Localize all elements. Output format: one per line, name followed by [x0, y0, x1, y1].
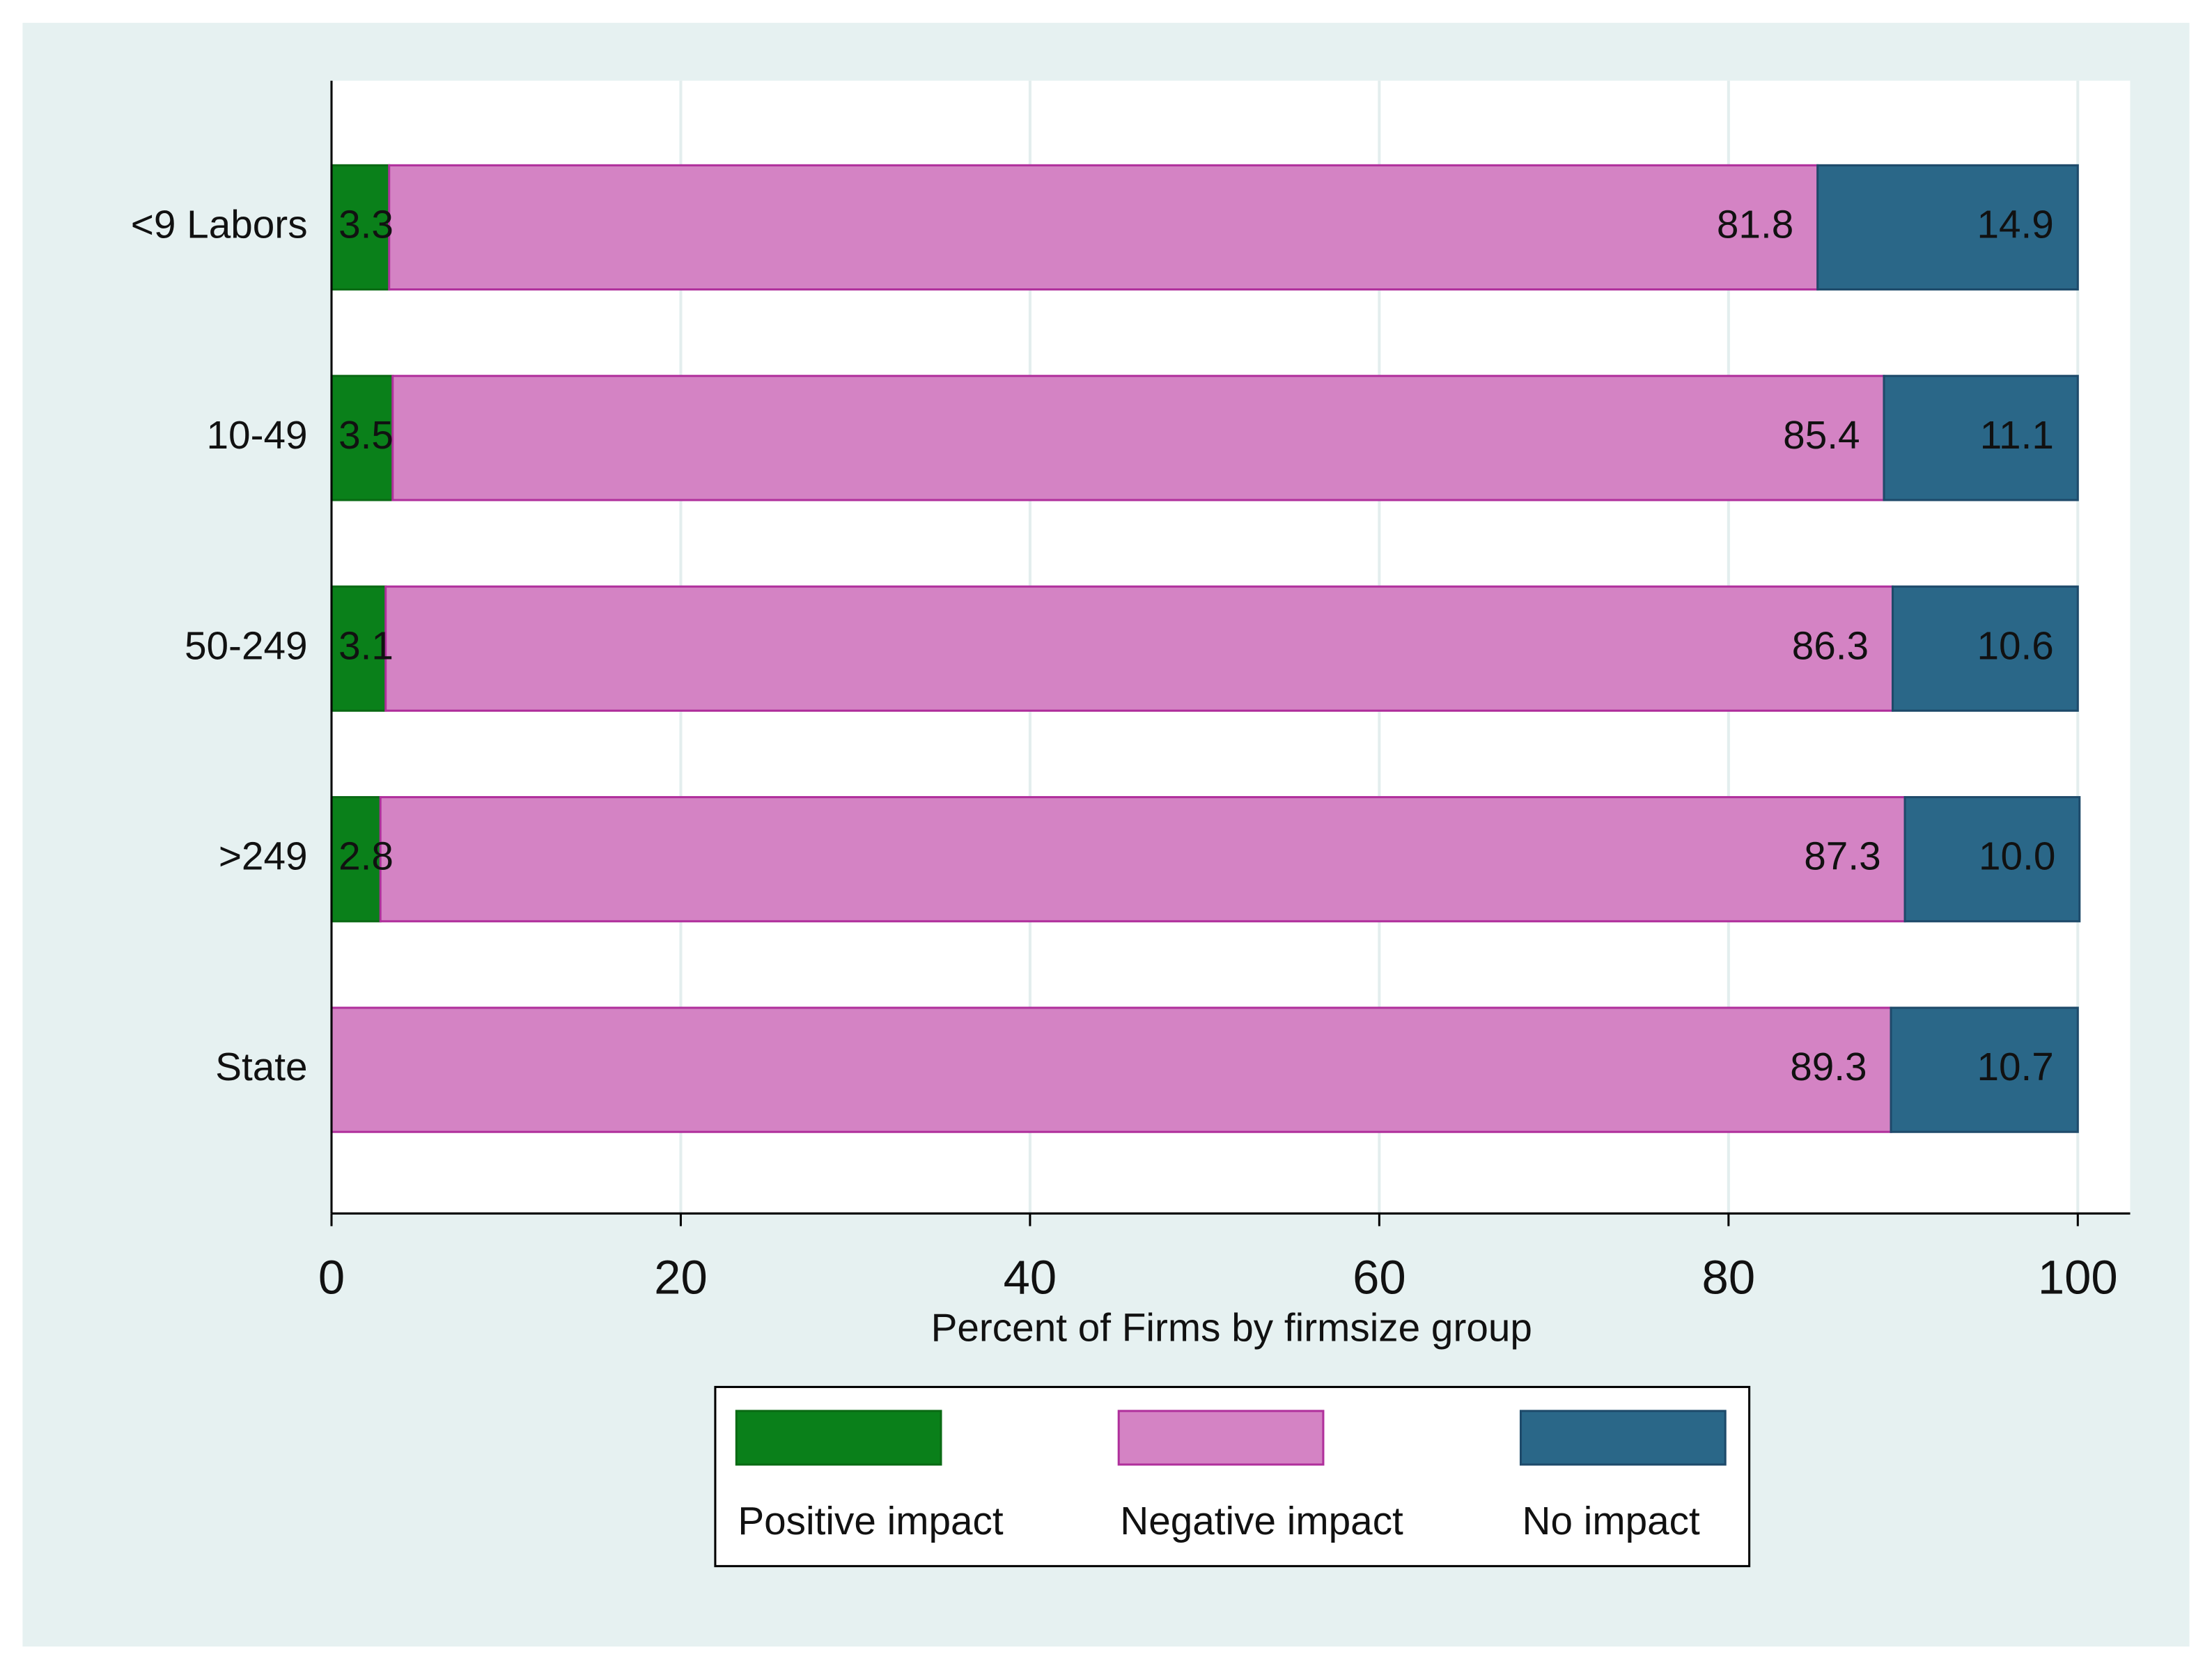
x-axis-label: Percent of Firms by firmsize group — [931, 1306, 1532, 1350]
x-tick-label: 40 — [1004, 1251, 1057, 1304]
value-label: 86.3 — [1792, 624, 1869, 668]
legend-swatch — [1519, 1410, 1727, 1466]
y-tick-label: State — [215, 1045, 307, 1089]
legend-label: Negative impact — [1120, 1499, 1403, 1543]
x-tick-label: 0 — [318, 1251, 345, 1304]
y-tick-label: 10-49 — [207, 414, 308, 458]
bar-segment — [1816, 164, 2079, 291]
bar-segment — [330, 375, 394, 501]
value-label: 89.3 — [1790, 1045, 1867, 1089]
value-label: 10.6 — [1977, 624, 2053, 668]
bar-segment — [330, 585, 387, 712]
bar-segment — [330, 1006, 1892, 1133]
bar-segment — [388, 164, 1819, 291]
bar-segment — [1903, 796, 2081, 923]
x-tick-label: 60 — [1353, 1251, 1406, 1304]
legend-swatch — [1117, 1410, 1325, 1466]
value-label: 14.9 — [1977, 203, 2053, 247]
value-label: 11.1 — [1980, 414, 2054, 458]
value-label: 81.8 — [1717, 203, 1793, 247]
bar-segment — [1892, 585, 2079, 712]
value-label: 10.0 — [1979, 835, 2055, 879]
bar-segment — [330, 164, 391, 291]
legend-items: Positive impact Negative impact No impact — [735, 1410, 1727, 1543]
bar-segment — [1890, 1006, 2079, 1133]
value-label: 3.1 — [338, 624, 394, 668]
legend-label: Positive impact — [738, 1499, 1004, 1543]
bars — [330, 164, 2081, 1133]
y-tick-label: <9 Labors — [131, 203, 308, 247]
legend-swatch — [735, 1410, 942, 1466]
value-label: 10.7 — [1977, 1045, 2053, 1089]
bar-segment — [1883, 375, 2079, 501]
x-tick-label: 80 — [1702, 1251, 1756, 1304]
bar-segment — [384, 585, 1894, 712]
x-tick-label: 20 — [654, 1251, 708, 1304]
y-tick-label: >249 — [219, 835, 308, 879]
value-label: 3.3 — [338, 203, 394, 247]
value-label: 87.3 — [1804, 835, 1880, 879]
legend-label: No impact — [1522, 1499, 1700, 1543]
bar-segment — [391, 375, 1885, 501]
y-tick-label: 50-249 — [185, 624, 308, 668]
value-label: 2.8 — [338, 835, 394, 879]
value-label: 85.4 — [1783, 414, 1860, 458]
value-label: 3.5 — [338, 414, 394, 458]
x-tick-label: 100 — [2038, 1251, 2118, 1304]
bar-segment — [379, 796, 1906, 923]
